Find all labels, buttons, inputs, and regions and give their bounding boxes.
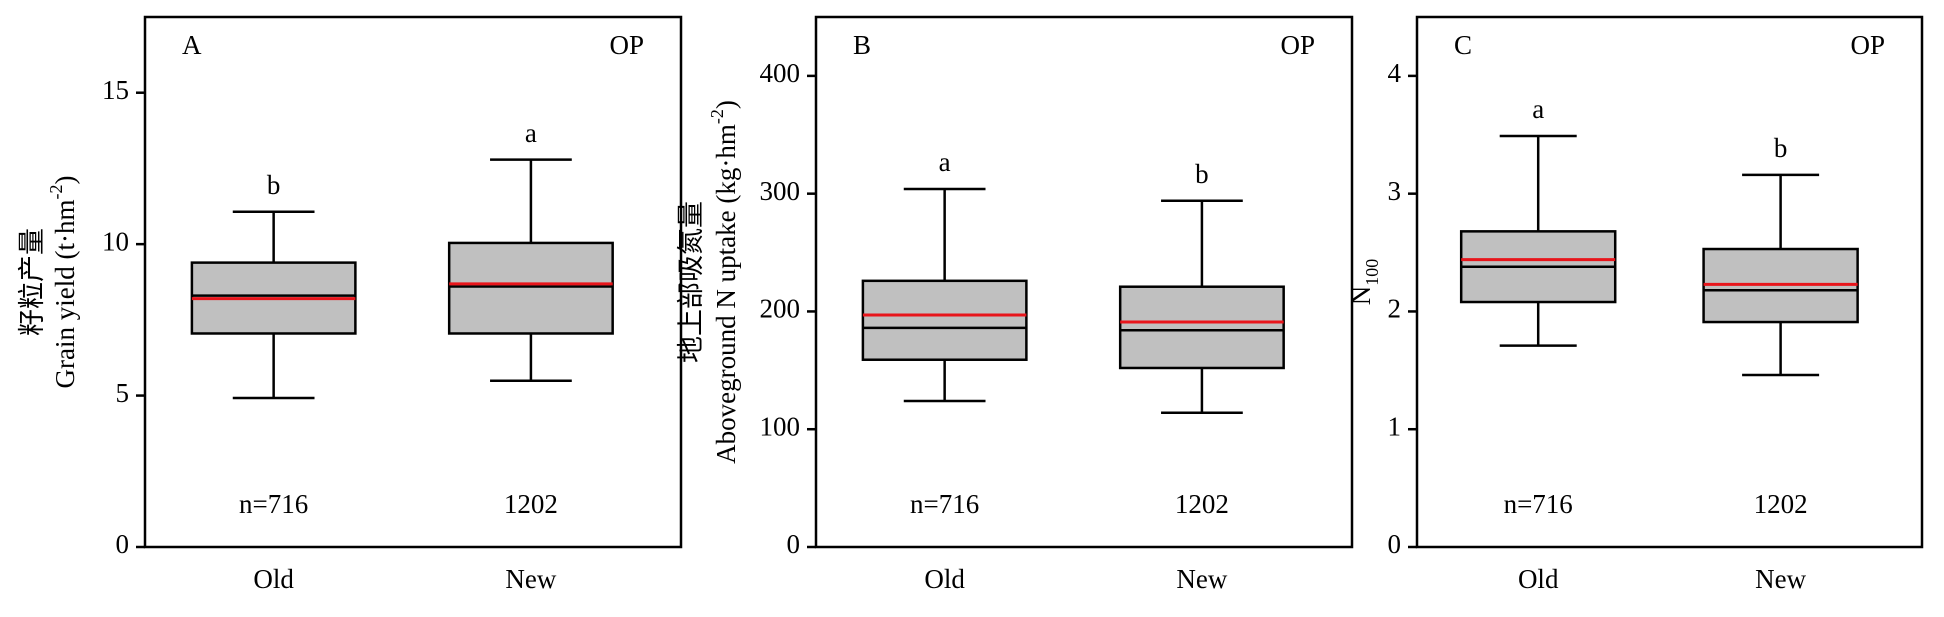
corner-label: OP: [609, 30, 644, 60]
corner-label: OP: [1280, 30, 1315, 60]
y-axis-label-part: Aboveground N uptake (kg·hm: [711, 124, 741, 464]
y-tick-label: 300: [760, 176, 801, 206]
y-axis-label-part: 籽粒产量: [17, 228, 47, 336]
x-tick-label: New: [1755, 564, 1806, 594]
significance-letter: b: [1774, 133, 1788, 163]
sample-size-label: 1202: [1175, 489, 1229, 519]
y-axis-label-part: Grain yield (t·hm: [50, 200, 80, 389]
y-tick-label: 10: [102, 226, 129, 256]
significance-letter: b: [267, 170, 281, 200]
significance-letter: b: [1195, 159, 1209, 189]
box: [861, 279, 1028, 361]
y-axis-label: 籽粒产量: [17, 228, 47, 336]
y-tick-label: 1: [1388, 411, 1402, 441]
x-tick-label: Old: [1518, 564, 1559, 594]
y-tick-label: 3: [1388, 176, 1402, 206]
y-axis-label: N100: [1346, 259, 1382, 306]
y-tick-label: 100: [760, 411, 801, 441]
y-axis-label: Grain yield (t·hm-2): [46, 176, 80, 389]
y-tick-label: 2: [1388, 294, 1402, 324]
y-axis-label: Aboveground N uptake (kg·hm-2): [707, 100, 741, 464]
x-tick-label: New: [1176, 564, 1227, 594]
y-axis-label: 地上部吸氮量: [676, 201, 706, 363]
panel-label: B: [853, 30, 871, 60]
significance-letter: a: [1532, 94, 1544, 124]
y-axis-label-part: N: [1346, 286, 1376, 306]
y-axis-label-part: -2: [707, 109, 727, 124]
significance-letter: a: [525, 118, 537, 148]
y-tick-label: 0: [116, 529, 130, 559]
y-axis-label-part: 100: [1362, 259, 1382, 286]
x-tick-label: Old: [253, 564, 294, 594]
y-tick-label: 200: [760, 294, 801, 324]
plot-frame: [1415, 15, 1924, 549]
y-axis-label-part: -2: [46, 185, 66, 200]
sample-size-label: 1202: [504, 489, 558, 519]
plot-frame: [143, 15, 683, 549]
y-tick-label: 15: [102, 75, 129, 105]
significance-letter: a: [939, 147, 951, 177]
sample-size-label: 1202: [1754, 489, 1808, 519]
y-tick-label: 0: [1388, 529, 1402, 559]
sample-size-label: n=716: [910, 489, 979, 519]
y-axis-label-part: ): [50, 176, 80, 185]
sample-size-label: n=716: [239, 489, 308, 519]
y-axis-label-part: ): [711, 100, 741, 109]
y-tick-label: 4: [1388, 58, 1402, 88]
x-tick-label: Old: [924, 564, 965, 594]
y-axis-label-part: 地上部吸氮量: [676, 201, 706, 363]
x-tick-label: New: [505, 564, 556, 594]
box: [1118, 285, 1285, 370]
y-tick-label: 5: [116, 378, 130, 408]
plot-frame: [814, 15, 1354, 549]
panel-label: C: [1454, 30, 1472, 60]
panel-label: A: [182, 30, 202, 60]
corner-label: OP: [1850, 30, 1885, 60]
y-tick-label: 400: [760, 58, 801, 88]
box: [447, 241, 614, 335]
y-tick-label: 0: [787, 529, 801, 559]
sample-size-label: n=716: [1504, 489, 1573, 519]
